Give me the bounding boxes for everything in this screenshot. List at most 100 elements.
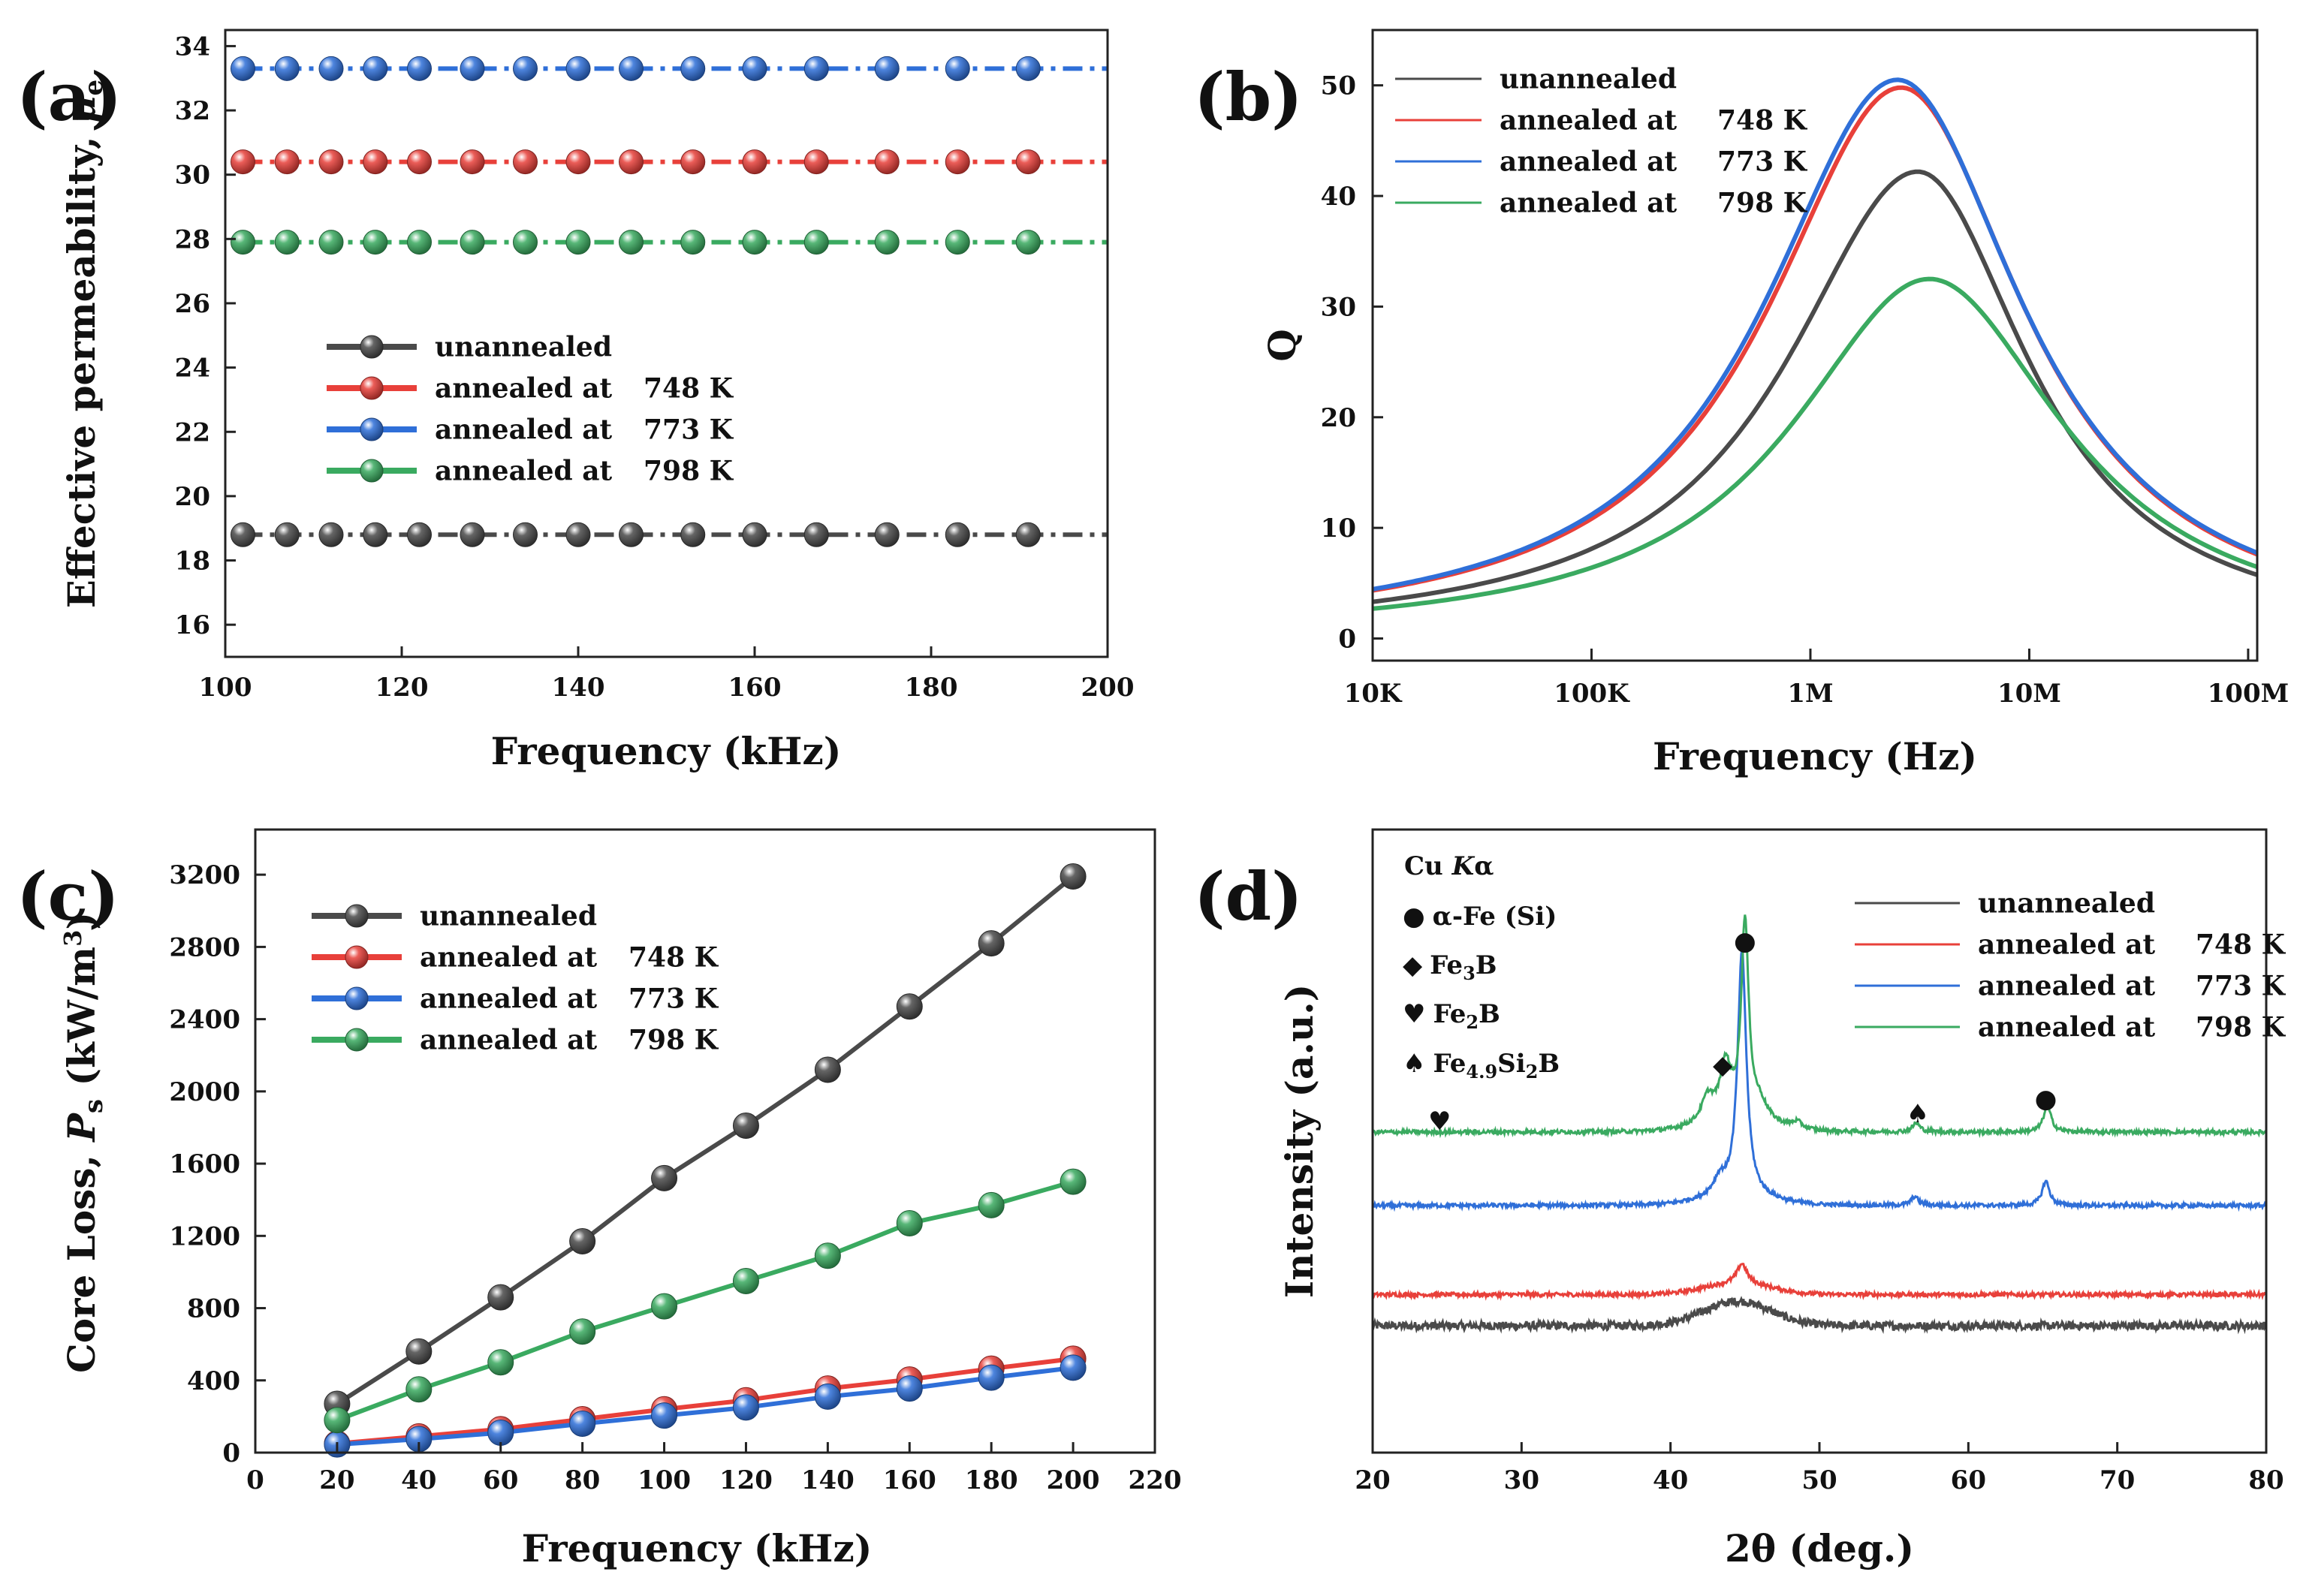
panel-a-legend-label-3: annealed at	[435, 456, 613, 487]
fe3b-pre: Fe	[1430, 950, 1463, 980]
panel-d-xtick-0: 20	[1355, 1465, 1390, 1495]
panel-a-point-3-8	[619, 230, 644, 255]
panel-c-ytick-6: 2400	[169, 1005, 240, 1035]
panel-c-series-line-2	[336, 1365, 1074, 1447]
panel-c-xtick-10: 200	[1047, 1465, 1100, 1495]
fesib-post: B	[1538, 1049, 1560, 1079]
fesib-sub2: 2	[1526, 1061, 1539, 1083]
panel-b-legend-label-3: annealed at	[1500, 188, 1678, 219]
panel-b-legend-label-1: annealed at	[1500, 105, 1678, 137]
panel-b-curve-2	[1372, 77, 2258, 592]
panel-a-point-0-5	[460, 522, 485, 547]
panel-c: (c) 0 20 40 60 80 100 120 140 160 180 200 220 0 400 8…	[17, 828, 1181, 1570]
panel-c-xtick-8: 160	[883, 1465, 936, 1495]
panel-a-xtick-4: 180	[905, 673, 958, 703]
panel-a-point-0-4	[407, 522, 432, 547]
panel-d-legend-temp-2: 773 K	[2196, 971, 2286, 1002]
panel-c-ylabel-unit: (kW/m	[59, 947, 104, 1099]
panel-a-legend-temp-2: 773 K	[644, 414, 734, 446]
panel-a-xtick-5: 200	[1081, 673, 1135, 703]
panel-d-legend-label-2: annealed at	[1978, 971, 2156, 1002]
panel-a-point-0-14	[1015, 522, 1041, 547]
panel-c-legend-marker-0	[345, 904, 369, 928]
cu-ka-italic: K	[1451, 851, 1476, 881]
panel-a-point-1-1	[274, 149, 300, 175]
panel-a: (a) 100 120 140 160 180 200 16 18 20 22 24 26 28 30 3…	[17, 29, 1135, 773]
panel-a-point-3-13	[945, 230, 970, 255]
panel-c-point-2-7	[896, 1375, 923, 1402]
panel-c-ylabel-sup: 3	[59, 930, 87, 947]
panel-c-legend-label-2: annealed at	[420, 983, 598, 1015]
panel-a-point-0-2	[318, 522, 344, 547]
annotation-fe2b: ♥ Fe2B	[1403, 999, 1500, 1033]
panel-c-point-3-2	[487, 1349, 514, 1376]
panel-a-xtick-1: 120	[375, 673, 429, 703]
panel-c-ytick-0: 0	[222, 1438, 240, 1468]
panel-c-ylabel-symbol: P	[59, 1113, 104, 1143]
panel-d-legend-label-1: annealed at	[1978, 929, 2156, 961]
panel-a-point-1-9	[680, 149, 706, 175]
panel-a-ytick-6: 28	[175, 224, 210, 254]
panel-d: (d) 20 30 40 50 60 70 80 2θ (deg.) Intensity (…	[1194, 828, 2286, 1570]
panel-a-legend-marker-0	[360, 335, 384, 359]
panel-c-point-0-3	[569, 1228, 596, 1255]
panel-d-legend-label-3: annealed at	[1978, 1012, 2156, 1043]
panel-a-point-2-14	[1015, 56, 1041, 81]
cu-ka-pre: Cu	[1404, 851, 1452, 881]
panel-a-point-2-4	[407, 56, 432, 81]
panel-a-ytick-9: 34	[175, 32, 210, 62]
panel-a-xtick-3: 160	[728, 673, 782, 703]
panel-b-curve-0	[1372, 169, 2258, 604]
circle-icon: ●	[1403, 902, 1425, 932]
panel-c-xtick-5: 100	[638, 1465, 691, 1495]
panel-a-ylabel-sub: e	[79, 80, 109, 96]
annotation-fe3b: ◆ Fe3B	[1403, 950, 1497, 984]
panel-a-point-0-7	[565, 522, 591, 547]
cu-ka-post: α	[1474, 851, 1494, 881]
panel-a-point-0-0	[231, 522, 255, 547]
panel-a-point-1-11	[803, 149, 829, 175]
panel-c-point-3-8	[978, 1191, 1005, 1218]
panel-a-ytick-7: 30	[175, 161, 210, 191]
panel-c-xtick-4: 80	[565, 1465, 600, 1495]
panel-c-xtick-6: 120	[719, 1465, 773, 1495]
panel-c-legend-temp-2: 773 K	[629, 983, 719, 1015]
panel-a-point-0-11	[803, 522, 829, 547]
panel-b-legend-temp-3: 798 K	[1717, 188, 1808, 219]
panel-b-frame	[1371, 29, 2259, 662]
panel-c-point-3-3	[569, 1318, 596, 1345]
panel-b-xtick-2: 1M	[1787, 679, 1833, 709]
panel-b-legend-label-0: unannealed	[1500, 64, 1677, 95]
fesib-pre: Fe	[1433, 1049, 1466, 1079]
panel-c-xtick-9: 180	[965, 1465, 1018, 1495]
panel-a-label: (a)	[17, 58, 122, 136]
panel-c-frame	[254, 828, 1156, 1454]
panel-c-point-3-4	[651, 1293, 678, 1320]
panel-c-point-2-2	[487, 1420, 514, 1447]
panel-d-label: (d)	[1194, 857, 1303, 935]
panel-d-xlabel: 2θ (deg.)	[1725, 1526, 1914, 1570]
panel-a-point-1-0	[231, 149, 255, 175]
panel-a-point-0-8	[619, 522, 644, 547]
panel-b-label: (b)	[1194, 58, 1303, 136]
panel-c-legend-marker-3	[345, 1028, 369, 1052]
panel-a-frame	[224, 29, 1109, 658]
panel-a-legend-marker-1	[360, 376, 384, 400]
panel-a-point-1-10	[742, 149, 767, 175]
panel-c-point-0-8	[978, 930, 1005, 957]
panel-b-curve-3	[1372, 276, 2258, 611]
panel-a-point-1-12	[874, 149, 900, 175]
panel-a-point-2-9	[680, 56, 706, 81]
panel-d-pattern-1	[1371, 1263, 2268, 1301]
panel-a-legend-marker-3	[360, 459, 384, 483]
panel-c-ytick-4: 1600	[169, 1149, 240, 1179]
panel-a-point-2-11	[803, 56, 829, 81]
panel-c-ytick-2: 800	[187, 1294, 240, 1324]
panel-c-legend-marker-1	[345, 945, 369, 969]
panel-d-pattern-0	[1371, 1296, 2268, 1335]
panel-c-xtick-0: 0	[246, 1465, 264, 1495]
panel-a-ytick-3: 22	[175, 417, 210, 447]
panel-d-ylabel: Intensity (a.u.)	[1277, 984, 1322, 1299]
panel-a-point-3-12	[874, 230, 900, 255]
